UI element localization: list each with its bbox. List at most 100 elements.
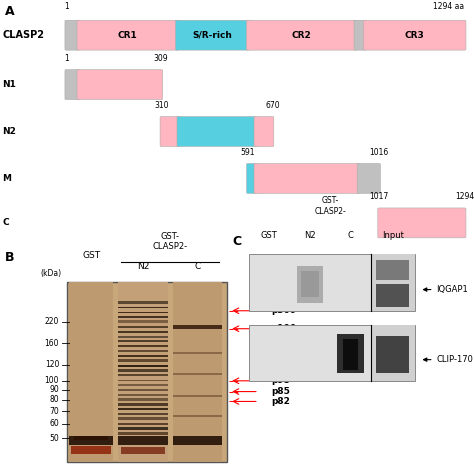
Text: N2: N2 xyxy=(304,231,316,240)
Bar xyxy=(173,395,222,397)
Bar xyxy=(118,436,168,445)
Bar xyxy=(118,424,168,425)
Bar xyxy=(118,282,168,462)
Text: p300: p300 xyxy=(271,306,296,315)
Text: CR2: CR2 xyxy=(292,31,311,40)
Text: 220: 220 xyxy=(45,317,59,326)
Text: C: C xyxy=(194,262,201,271)
FancyBboxPatch shape xyxy=(77,20,178,50)
Bar xyxy=(118,312,168,313)
Text: A: A xyxy=(5,5,14,18)
Bar xyxy=(118,359,168,362)
FancyBboxPatch shape xyxy=(254,116,274,146)
FancyBboxPatch shape xyxy=(246,20,357,50)
FancyBboxPatch shape xyxy=(65,20,80,50)
Bar xyxy=(118,384,168,386)
Text: 1: 1 xyxy=(64,2,69,11)
Bar xyxy=(118,374,168,377)
Text: 80: 80 xyxy=(49,395,59,404)
FancyBboxPatch shape xyxy=(77,69,163,100)
Bar xyxy=(249,324,415,381)
Bar xyxy=(297,266,323,302)
Text: GST: GST xyxy=(82,251,100,260)
Text: (kDa): (kDa) xyxy=(40,268,62,278)
Bar xyxy=(118,340,168,343)
Text: 670: 670 xyxy=(265,101,280,110)
Bar xyxy=(249,254,415,311)
Text: 70: 70 xyxy=(49,407,59,416)
Bar xyxy=(118,320,168,323)
Bar xyxy=(118,336,168,337)
Bar xyxy=(376,336,409,373)
Text: p85: p85 xyxy=(271,387,290,396)
Text: CR3: CR3 xyxy=(405,31,425,40)
Text: C: C xyxy=(347,231,354,240)
Bar xyxy=(376,260,409,280)
Text: p82: p82 xyxy=(271,397,290,406)
Text: GST-
CLASP2-: GST- CLASP2- xyxy=(153,232,188,251)
Text: N2: N2 xyxy=(2,127,16,136)
Text: p190: p190 xyxy=(271,324,296,333)
FancyBboxPatch shape xyxy=(364,20,466,50)
Text: 90: 90 xyxy=(49,385,59,394)
Bar xyxy=(118,307,168,308)
Text: 100: 100 xyxy=(45,377,59,385)
Text: 160: 160 xyxy=(45,339,59,348)
Bar xyxy=(301,271,319,297)
Text: p95: p95 xyxy=(271,377,290,385)
Bar xyxy=(118,365,168,367)
Bar xyxy=(118,427,168,430)
Text: Input: Input xyxy=(382,231,404,240)
Text: GST: GST xyxy=(261,231,278,240)
FancyBboxPatch shape xyxy=(378,208,466,238)
Bar xyxy=(118,345,168,347)
Text: S/R-rich: S/R-rich xyxy=(192,31,232,40)
Text: CR1: CR1 xyxy=(118,31,137,40)
Bar xyxy=(72,446,111,454)
FancyBboxPatch shape xyxy=(246,164,257,193)
Text: 1016: 1016 xyxy=(369,148,389,157)
Bar xyxy=(118,350,168,352)
Bar xyxy=(173,415,222,417)
Text: CLASP2: CLASP2 xyxy=(2,30,45,40)
Text: 310: 310 xyxy=(154,101,169,110)
Bar xyxy=(371,324,415,381)
Bar xyxy=(74,436,109,440)
Bar xyxy=(173,373,222,376)
Text: C: C xyxy=(2,219,9,227)
Bar xyxy=(118,331,168,333)
FancyBboxPatch shape xyxy=(254,164,360,193)
Text: C: C xyxy=(232,235,241,248)
Bar xyxy=(118,355,168,357)
Text: B: B xyxy=(5,251,14,264)
Bar xyxy=(173,352,222,354)
Bar xyxy=(173,436,222,445)
Text: 591: 591 xyxy=(241,148,255,157)
Bar xyxy=(118,413,168,415)
Bar xyxy=(118,418,168,420)
Text: GST-
CLASP2-: GST- CLASP2- xyxy=(314,196,346,216)
Bar xyxy=(118,380,168,381)
Bar xyxy=(118,403,168,405)
FancyBboxPatch shape xyxy=(160,116,180,146)
Text: 1294 aa: 1294 aa xyxy=(433,2,465,11)
Bar xyxy=(118,398,168,401)
Bar xyxy=(118,301,168,303)
Text: 50: 50 xyxy=(49,434,59,443)
Text: M: M xyxy=(2,174,11,183)
Bar xyxy=(66,282,227,462)
Bar xyxy=(118,369,168,371)
FancyBboxPatch shape xyxy=(177,116,257,146)
Bar xyxy=(337,334,364,373)
Text: 1017: 1017 xyxy=(370,192,389,201)
FancyBboxPatch shape xyxy=(357,164,380,193)
Bar xyxy=(118,316,168,318)
Bar xyxy=(69,282,113,462)
Bar xyxy=(118,389,168,391)
Bar xyxy=(69,436,113,445)
Text: N1: N1 xyxy=(2,80,16,89)
Bar xyxy=(376,284,409,307)
FancyBboxPatch shape xyxy=(175,20,249,50)
Text: 309: 309 xyxy=(154,54,169,63)
Bar xyxy=(118,394,168,396)
